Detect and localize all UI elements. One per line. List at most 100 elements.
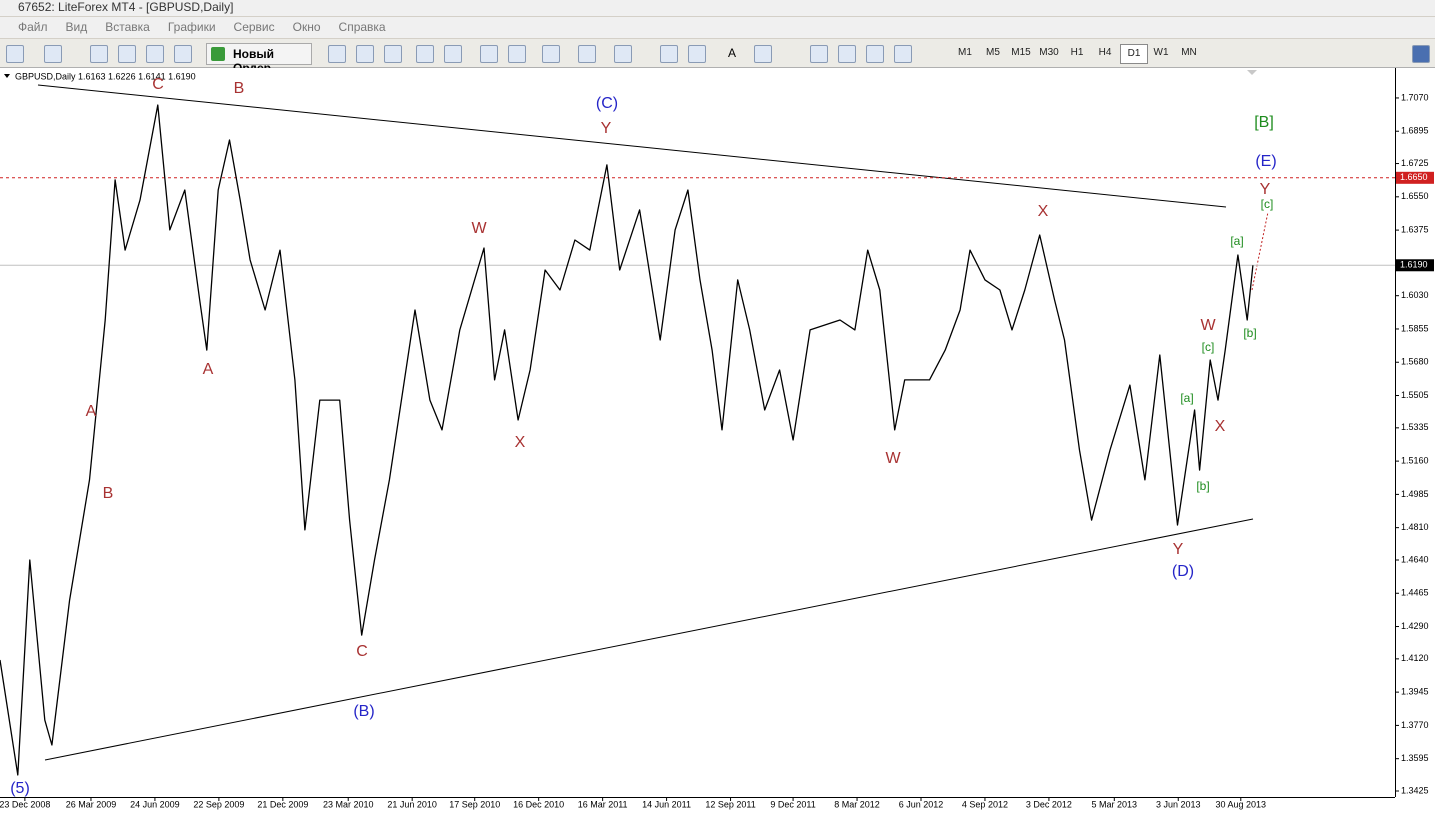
chart-shift-button[interactable] <box>508 45 526 63</box>
gann-tool[interactable] <box>894 45 912 63</box>
timeframe-button[interactable]: M15 <box>1011 47 1031 58</box>
x-tick-label: 6 Jun 2012 <box>899 799 944 809</box>
menu-item[interactable]: Файл <box>18 20 48 34</box>
y-tick-label: 1.4640 <box>1401 554 1429 564</box>
profiles-button[interactable] <box>44 45 62 63</box>
y-tick-label: 1.3595 <box>1401 753 1429 763</box>
x-tick-label: 3 Jun 2013 <box>1156 799 1201 809</box>
wave-label: [b] <box>1196 479 1209 493</box>
trendline-tool[interactable] <box>838 45 856 63</box>
wave-label: (E) <box>1255 153 1276 170</box>
templates-button[interactable] <box>614 45 632 63</box>
menu-item[interactable]: Сервис <box>233 20 275 34</box>
new-chart-button[interactable] <box>6 45 24 63</box>
indicators-button[interactable] <box>542 45 560 63</box>
timeframe-button[interactable]: W1 <box>1153 47 1169 58</box>
menu-item[interactable]: Вставка <box>105 20 150 34</box>
level-label-box <box>1396 171 1434 184</box>
autoscroll-button[interactable] <box>480 45 498 63</box>
wave-label: (5) <box>10 780 30 797</box>
toolbar: Новый Ордер A M1 M5 M15 M30 H1 H4 D1 W1 MN <box>0 39 1435 75</box>
zoom-out-button[interactable] <box>444 45 462 63</box>
x-tick-label: 21 Jun 2010 <box>387 799 437 809</box>
timeframe-button[interactable]: M5 <box>986 47 1000 58</box>
bar-chart-button[interactable] <box>328 45 346 63</box>
y-tick-label: 1.6030 <box>1401 290 1429 300</box>
cursor-button[interactable] <box>660 45 678 63</box>
timeframe-button[interactable]: M30 <box>1039 47 1059 58</box>
wave-label: Y <box>1260 181 1271 198</box>
zoom-in-button[interactable] <box>416 45 434 63</box>
x-tick-label: 9 Dec 2011 <box>770 799 815 809</box>
periods-button[interactable] <box>578 45 596 63</box>
shift-marker <box>1247 70 1257 75</box>
x-tick-label: 21 Dec 2009 <box>257 799 308 809</box>
y-tick-label: 1.4465 <box>1401 588 1429 598</box>
terminal-button[interactable] <box>146 45 164 63</box>
wave-label: Y <box>601 120 612 137</box>
panel-button[interactable] <box>1412 45 1430 63</box>
wave-label: C <box>152 76 164 93</box>
wave-label: [c] <box>1261 197 1274 211</box>
chart-background <box>0 68 1435 815</box>
wave-label: [B] <box>1254 114 1274 131</box>
wave-label: W <box>1200 317 1216 334</box>
wave-label: Y <box>1173 541 1184 558</box>
y-tick-label: 1.6550 <box>1401 191 1429 201</box>
wave-label: [c] <box>1202 340 1215 354</box>
y-tick-label: 1.6895 <box>1401 126 1429 136</box>
channel-tool[interactable] <box>754 45 772 63</box>
y-tick-label: 1.5160 <box>1401 455 1429 465</box>
fibo-tool[interactable] <box>866 45 884 63</box>
navigator-button[interactable] <box>118 45 136 63</box>
y-tick-label: 1.7070 <box>1401 92 1429 102</box>
tester-button[interactable] <box>174 45 192 63</box>
y-tick-label: 1.5680 <box>1401 357 1429 367</box>
candle-chart-button[interactable] <box>356 45 374 63</box>
projection-line <box>1251 211 1269 291</box>
x-tick-label: 5 Mar 2013 <box>1092 799 1138 809</box>
chart-info: GBPUSD,Daily 1.6163 1.6226 1.6141 1.6190 <box>15 71 196 81</box>
level-label: 1.6650 <box>1400 172 1428 182</box>
new-order-icon <box>211 47 225 61</box>
y-tick-label: 1.3945 <box>1401 687 1429 697</box>
wave-label: C <box>356 643 368 660</box>
menu-item[interactable]: Окно <box>292 20 321 34</box>
x-tick-label: 23 Mar 2010 <box>323 799 374 809</box>
timeframe-button[interactable]: H1 <box>1070 47 1084 58</box>
menu-item[interactable]: Справка <box>338 20 386 34</box>
market-watch-button[interactable] <box>90 45 108 63</box>
wave-label: (B) <box>353 703 374 720</box>
wave-label: X <box>1038 203 1049 220</box>
timeframe-button[interactable]: D1 <box>1120 44 1148 64</box>
y-tick-label: 1.6375 <box>1401 224 1429 234</box>
timeframe-button[interactable]: MN <box>1181 47 1197 58</box>
x-tick-label: 12 Sep 2011 <box>705 799 755 809</box>
crosshair-button[interactable] <box>688 45 706 63</box>
trendline-upper <box>37 84 1227 208</box>
line-chart-button[interactable] <box>384 45 402 63</box>
text-tool[interactable]: A <box>728 46 737 60</box>
level-label-box <box>1396 259 1434 272</box>
wave-label: [a] <box>1230 234 1243 248</box>
new-order-button[interactable]: Новый Ордер <box>206 43 312 75</box>
hline-tool[interactable] <box>810 45 828 63</box>
wave-label: B <box>103 485 114 502</box>
x-tick-label: 16 Mar 2011 <box>578 799 628 809</box>
timeframe-button[interactable]: H4 <box>1098 47 1112 58</box>
y-tick-label: 1.4985 <box>1401 489 1429 499</box>
wave-label: [a] <box>1180 391 1193 405</box>
menu-item[interactable]: Вид <box>65 20 88 34</box>
y-tick-label: 1.5335 <box>1401 422 1429 432</box>
menu-item[interactable]: Графики <box>167 20 216 34</box>
x-tick-label: 16 Dec 2010 <box>513 799 564 809</box>
chart-menu-arrow[interactable] <box>4 74 10 78</box>
x-tick-label: 8 Mar 2012 <box>834 799 880 809</box>
y-tick-label: 1.3425 <box>1401 785 1429 795</box>
level-label: 1.6190 <box>1400 260 1428 270</box>
wave-label: X <box>1215 418 1226 435</box>
trendline-lower <box>44 518 1254 761</box>
wave-label: [b] <box>1243 326 1256 340</box>
timeframe-button[interactable]: M1 <box>958 47 972 58</box>
